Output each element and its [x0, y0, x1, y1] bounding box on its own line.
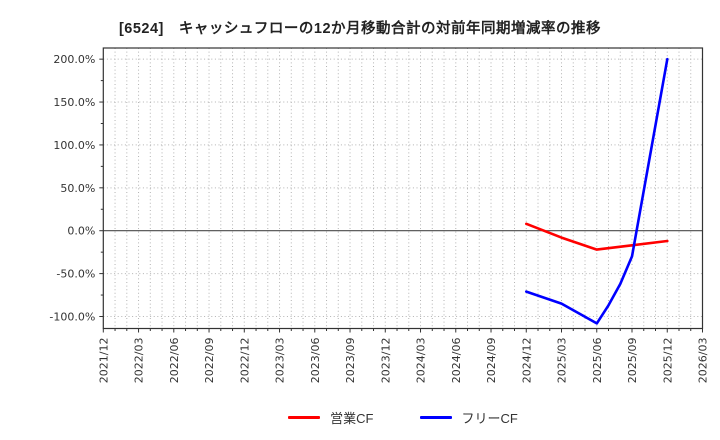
- x-axis-label: 2022/09: [203, 338, 216, 384]
- x-axis-label: 2024/03: [415, 338, 428, 384]
- plot-border: [102, 47, 704, 330]
- chart-title: [6524] キャッシュフローの12か月移動合計の対前年同期増減率の推移: [118, 21, 602, 37]
- x-axis-label: 2023/12: [379, 338, 392, 384]
- y-axis-label: 200.0%: [53, 53, 95, 66]
- plot-area: 200.0% 150.0% 100.0% 50.0% 0.0% -50.0% -100.0%…: [49, 47, 710, 384]
- x-axis-label: 2024/12: [520, 338, 533, 384]
- x-axis-label: 2022/03: [133, 338, 146, 384]
- legend-item-operating-cf: 営業CF: [288, 408, 374, 427]
- y-axis-label: 150.0%: [53, 96, 95, 109]
- y-axis-label: 0.0%: [67, 225, 95, 238]
- x-axis-label: 2022/12: [238, 338, 251, 384]
- chart-legend: 営業CF フリーCF: [103, 408, 703, 427]
- x-axis-label: 2024/09: [485, 338, 498, 384]
- series-line-free-cf: [524, 57, 669, 325]
- legend-label: フリーCF: [461, 411, 518, 426]
- y-axis-label: 100.0%: [53, 139, 95, 152]
- y-axis-label: -50.0%: [56, 268, 95, 281]
- x-axis-label: 2021/12: [97, 338, 110, 384]
- x-axis-label: 2022/06: [168, 338, 181, 384]
- x-axis-label: 2023/09: [344, 338, 357, 384]
- y-axis-label: 50.0%: [60, 182, 95, 195]
- x-axis-label: 2026/03: [697, 338, 710, 384]
- series-line-operating-cf: [524, 222, 669, 251]
- legend-line-swatch: [419, 416, 452, 419]
- x-axis-label: 2024/06: [450, 338, 463, 384]
- y-axis-label: -100.0%: [49, 310, 95, 323]
- x-axis-label: 2023/06: [309, 338, 322, 384]
- x-axis-label: 2025/09: [626, 338, 639, 384]
- x-axis-label: 2023/03: [274, 338, 287, 384]
- x-axis-label: 2025/06: [591, 338, 604, 384]
- x-axis-label: 2025/03: [556, 338, 569, 384]
- legend-line-swatch: [288, 416, 321, 419]
- legend-label: 営業CF: [330, 411, 374, 426]
- x-axis-label: 2025/12: [661, 338, 674, 384]
- legend-item-free-cf: フリーCF: [419, 408, 518, 427]
